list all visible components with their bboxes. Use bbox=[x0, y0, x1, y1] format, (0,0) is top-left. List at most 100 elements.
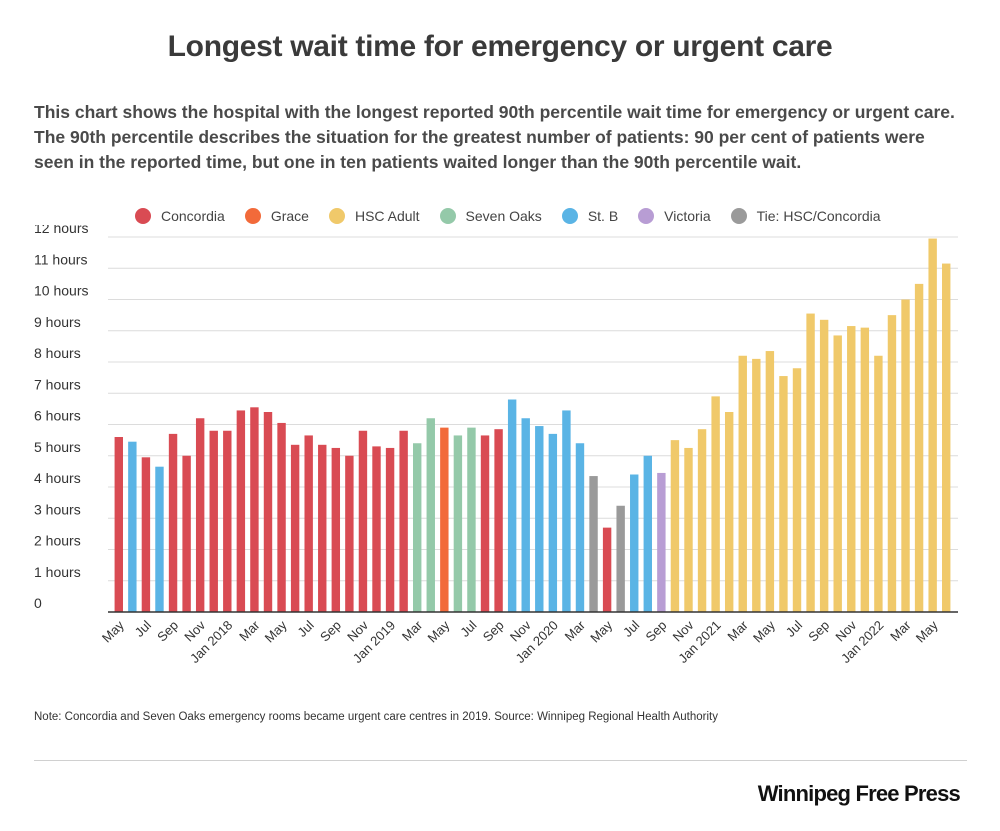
y-tick-label: 6 hours bbox=[34, 408, 81, 424]
bar bbox=[575, 443, 585, 612]
bar bbox=[630, 474, 639, 612]
bar bbox=[331, 447, 341, 612]
y-tick-label: 1 hours bbox=[34, 564, 81, 580]
y-tick-label: 5 hours bbox=[34, 439, 81, 455]
legend-swatch bbox=[439, 208, 456, 224]
x-tick-label: Sep bbox=[480, 618, 507, 645]
bar bbox=[589, 476, 598, 612]
legend-swatch bbox=[638, 208, 655, 224]
bar bbox=[806, 313, 815, 612]
bar bbox=[223, 430, 232, 612]
bar bbox=[833, 335, 842, 612]
y-tick-label: 9 hours bbox=[34, 314, 81, 330]
legend-label: Grace bbox=[270, 208, 309, 224]
x-tick-label: Jul bbox=[783, 617, 805, 639]
x-tick-label: Sep bbox=[805, 618, 832, 645]
legend-swatch bbox=[561, 208, 578, 224]
x-tick-label: Mar bbox=[887, 617, 914, 644]
bar bbox=[765, 351, 775, 612]
bar bbox=[304, 435, 313, 612]
bar bbox=[182, 455, 191, 612]
bar bbox=[507, 399, 517, 612]
bar bbox=[738, 355, 747, 612]
bar bbox=[209, 430, 218, 612]
legend-item: Seven Oaks bbox=[439, 208, 542, 224]
bar bbox=[779, 376, 788, 612]
bar bbox=[168, 433, 178, 613]
legend-swatch bbox=[135, 208, 151, 224]
chart-legend: Concordia Grace HSC Adult Seven Oaks St. B Vi… bbox=[135, 205, 901, 227]
bar bbox=[426, 418, 435, 612]
bar-chart: 0 1 hours 2 hours 3 hours 4 hours 5 hours 6 ho… bbox=[34, 225, 958, 666]
bar bbox=[114, 437, 123, 612]
bar bbox=[657, 472, 666, 612]
x-tick-label: Mar bbox=[562, 617, 589, 644]
bar bbox=[345, 455, 354, 612]
legend-item: HSC Adult bbox=[328, 208, 420, 224]
y-tick-label: 7 hours bbox=[34, 376, 81, 392]
bar bbox=[440, 427, 449, 613]
x-tick-label: Sep bbox=[643, 618, 670, 645]
legend-label: Tie: HSC/Concordia bbox=[756, 208, 881, 224]
x-tick-label: Mar bbox=[236, 617, 263, 644]
bar bbox=[195, 418, 205, 612]
y-tick-label: 4 hours bbox=[34, 470, 81, 486]
bar bbox=[684, 447, 693, 612]
source-note: Note: Concordia and Seven Oaks emergency… bbox=[34, 711, 718, 723]
bar bbox=[752, 358, 761, 612]
bar bbox=[263, 412, 273, 612]
bar bbox=[372, 446, 381, 613]
bar bbox=[847, 326, 856, 612]
x-tick-label: Mar bbox=[399, 617, 426, 644]
bar bbox=[792, 368, 802, 612]
bar bbox=[141, 457, 151, 612]
legend-swatch bbox=[328, 208, 345, 224]
y-tick-label: 0 bbox=[34, 595, 42, 611]
legend-item: St. B bbox=[561, 208, 619, 224]
x-tick-label: May bbox=[587, 617, 615, 645]
bar bbox=[358, 430, 368, 612]
bar bbox=[819, 319, 829, 612]
bar bbox=[521, 418, 530, 612]
bar bbox=[480, 435, 490, 612]
legend-label: Concordia bbox=[161, 208, 225, 224]
y-tick-label: 8 hours bbox=[34, 345, 81, 361]
x-tick-label: Mar bbox=[724, 617, 751, 644]
chart-subtitle: This chart shows the hospital with the l… bbox=[34, 102, 955, 172]
bar bbox=[887, 315, 897, 613]
chart-title: Longest wait time for emergency or urgen… bbox=[167, 30, 833, 63]
publisher-logo: Winnipeg Free Press bbox=[757, 781, 961, 806]
bar bbox=[385, 447, 395, 612]
x-tick-label: Jul bbox=[132, 617, 154, 639]
y-tick-label: 12 hours bbox=[34, 225, 88, 236]
bar bbox=[290, 444, 300, 612]
divider bbox=[34, 760, 967, 761]
bar bbox=[928, 238, 937, 612]
bar bbox=[236, 410, 246, 612]
legend-swatch bbox=[730, 208, 747, 224]
y-tick-label: 10 hours bbox=[34, 283, 88, 299]
bar bbox=[724, 412, 734, 612]
x-tick-label: Jul bbox=[294, 617, 316, 639]
legend-item: Tie: HSC/Concordia bbox=[730, 208, 881, 224]
x-tick-label: May bbox=[750, 617, 778, 645]
bar bbox=[901, 299, 910, 612]
legend-label: St. B bbox=[587, 208, 619, 224]
bar bbox=[643, 455, 652, 612]
x-tick-label: Jul bbox=[457, 617, 479, 639]
bar bbox=[942, 263, 951, 612]
bar bbox=[616, 505, 625, 612]
y-tick-label: 2 hours bbox=[34, 533, 81, 549]
legend-swatch bbox=[244, 208, 261, 224]
bar bbox=[711, 396, 720, 612]
x-tick-label: May bbox=[913, 617, 941, 645]
x-tick-label: Sep bbox=[317, 618, 344, 645]
legend-item: Victoria bbox=[638, 208, 711, 224]
bar bbox=[670, 440, 680, 613]
legend-label: HSC Adult bbox=[354, 208, 420, 224]
bar bbox=[399, 430, 408, 612]
bar bbox=[860, 327, 870, 613]
bar bbox=[697, 429, 707, 612]
bar bbox=[318, 444, 327, 612]
bar bbox=[874, 355, 883, 612]
